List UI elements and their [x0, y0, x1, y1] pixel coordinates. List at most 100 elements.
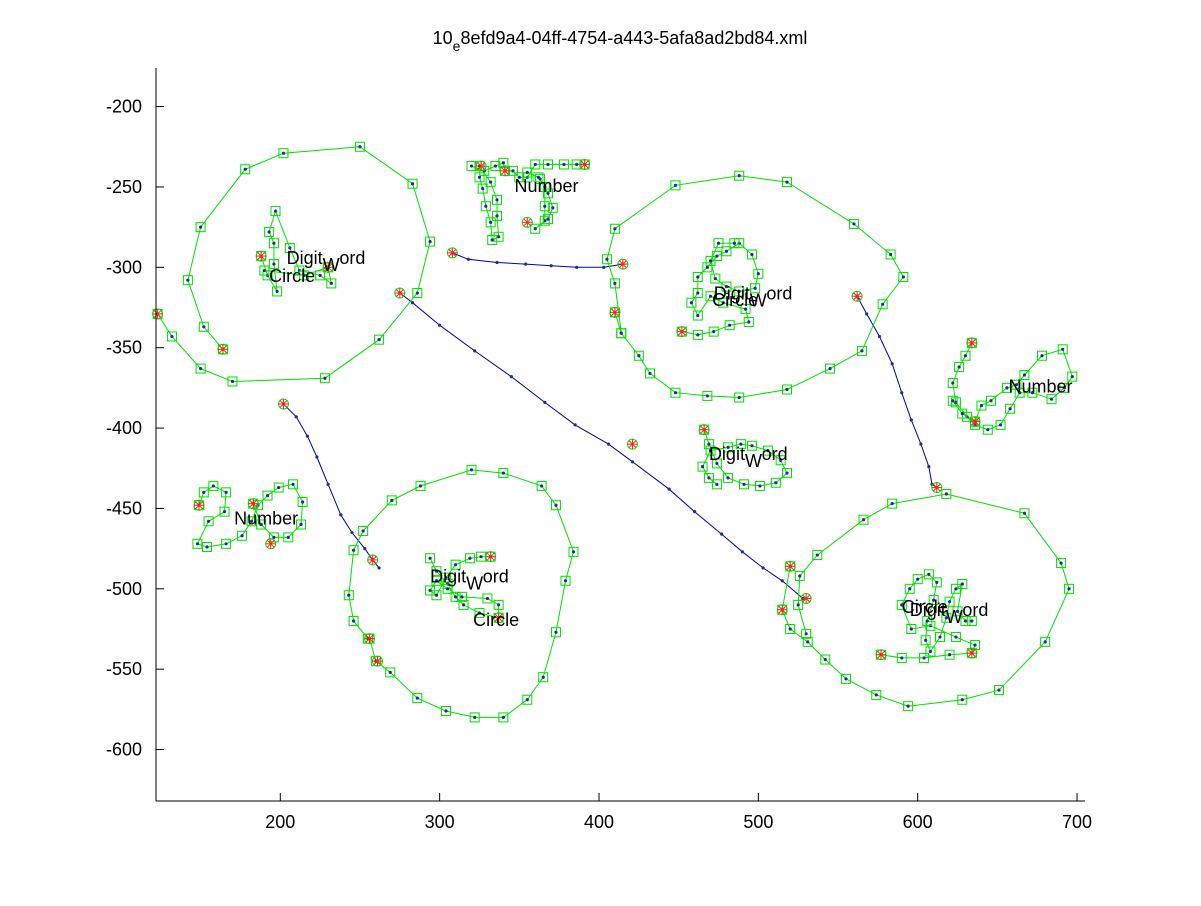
connector-point — [761, 566, 765, 570]
stroke-point-marker — [721, 246, 732, 257]
stroke-point-marker — [343, 590, 354, 601]
stroke-point — [724, 249, 729, 253]
stroke-point — [726, 445, 730, 449]
endpoint-star-ray — [219, 345, 227, 354]
stroke-point-marker — [198, 487, 209, 498]
stroke-point — [1005, 386, 1009, 390]
connector-point — [780, 579, 784, 583]
stroke-point-marker — [934, 632, 945, 643]
stroke-point-marker — [539, 215, 550, 226]
y-tick-label: -400 — [106, 418, 142, 438]
stroke-point — [715, 461, 719, 466]
stroke-point-marker — [782, 468, 793, 479]
annotation-part: Digit — [910, 600, 946, 620]
endpoint-star — [367, 554, 378, 565]
stroke-point-marker — [1046, 394, 1057, 405]
stroke-point — [806, 640, 810, 644]
stroke-point — [318, 273, 322, 277]
stroke-point-marker — [703, 472, 714, 483]
annotation-part: ord — [962, 600, 988, 620]
stroke-point-marker — [644, 368, 655, 379]
stroke-point — [925, 619, 929, 623]
stroke-point-marker — [762, 445, 773, 456]
annotation-part: W — [946, 607, 963, 627]
stroke-point-marker — [995, 419, 1006, 430]
stroke-point — [613, 227, 617, 231]
stroke-point-marker — [535, 173, 546, 184]
stroke-point — [243, 167, 247, 171]
stroke-point — [272, 535, 276, 539]
stroke-point-marker — [702, 390, 713, 401]
stroke-point — [546, 217, 550, 221]
annotation-part: Digit — [287, 248, 323, 268]
stroke-point — [732, 241, 737, 245]
endpoint-star-ray — [802, 594, 810, 603]
stroke-point — [888, 252, 893, 257]
stroke-point-marker — [705, 291, 716, 302]
stroke-point-marker — [530, 159, 541, 170]
stroke-point — [170, 334, 174, 339]
annotation-part: ord — [762, 444, 788, 464]
endpoint-star — [876, 649, 887, 660]
stroke-point — [798, 574, 802, 578]
stroke-point-marker — [705, 255, 716, 266]
stroke-point-marker — [466, 464, 477, 475]
stroke-point-marker — [182, 275, 193, 286]
stroke-point-marker — [947, 395, 958, 406]
endpoint-star-ray — [448, 249, 457, 257]
stroke-point — [708, 259, 713, 263]
connector-point — [315, 455, 319, 459]
stroke-point-marker — [498, 712, 509, 723]
stroke-point-marker — [227, 376, 238, 387]
stroke-point-marker — [259, 265, 270, 276]
stroke-point — [696, 275, 700, 279]
stroke-point — [222, 510, 227, 514]
stroke-point — [551, 206, 555, 210]
stroke-point — [737, 289, 741, 294]
stroke-point — [428, 588, 432, 593]
stroke-point — [288, 246, 292, 250]
stroke-point-marker — [283, 532, 294, 543]
stroke-point — [1049, 397, 1054, 401]
endpoint-star-ray — [486, 552, 495, 561]
stroke-point — [501, 715, 505, 720]
stroke-point — [648, 371, 652, 376]
stroke-point — [571, 550, 576, 554]
stroke-point — [302, 273, 306, 277]
stroke-point — [705, 265, 709, 269]
stroke-point — [938, 635, 942, 639]
stroke-point — [484, 204, 488, 208]
stroke-point-marker — [785, 624, 796, 635]
connector-point — [877, 334, 882, 339]
stroke-point — [708, 448, 713, 453]
stroke-point — [199, 225, 203, 229]
stroke-point — [489, 180, 493, 184]
annotation-part: Digit — [709, 444, 745, 464]
stroke-point-marker — [782, 384, 793, 395]
stroke-point-marker — [825, 363, 836, 374]
stroke-point-marker — [1040, 636, 1051, 647]
stroke-point — [351, 619, 356, 623]
stroke-point — [546, 162, 550, 167]
connector-point — [524, 262, 528, 266]
stroke-point-marker — [692, 310, 703, 321]
stroke-point — [1062, 386, 1066, 390]
annotation-label: DigitWord — [287, 248, 366, 275]
stroke-point — [973, 643, 977, 647]
endpoint-star-ray — [266, 539, 275, 548]
stroke-point — [900, 656, 904, 660]
connector-point — [363, 547, 367, 551]
stroke-point — [998, 423, 1003, 427]
stroke-point-marker — [920, 635, 931, 646]
endpoint-star — [152, 308, 163, 319]
stroke-point-marker — [754, 480, 765, 491]
stroke-point-marker — [490, 161, 501, 172]
number-top-b-line — [479, 165, 500, 241]
stroke-point-marker — [692, 329, 703, 340]
endpoint-star — [256, 251, 267, 262]
stroke-point-marker — [887, 498, 898, 509]
stroke-point — [713, 276, 717, 281]
stroke-point — [753, 286, 757, 290]
stroke-point-marker — [498, 157, 509, 168]
endpoint-star — [278, 398, 289, 409]
